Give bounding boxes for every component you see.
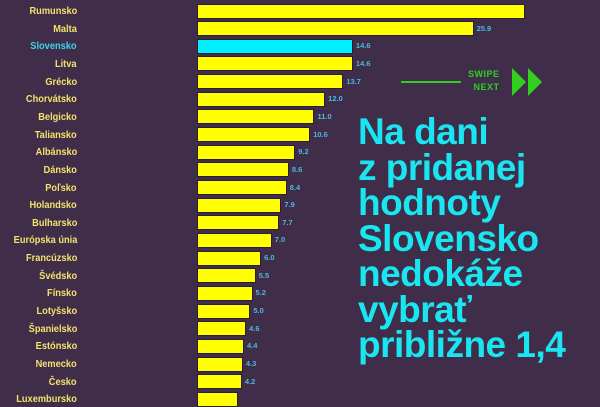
value-label: 6.0 bbox=[264, 253, 275, 263]
value-label: 9.2 bbox=[298, 147, 309, 157]
bar bbox=[197, 109, 315, 125]
bar bbox=[197, 268, 256, 284]
value-label: 14.6 bbox=[355, 41, 371, 51]
category-label: Francúzsko bbox=[25, 252, 77, 265]
value-label: 4.3 bbox=[245, 359, 257, 368]
category-label: Estónsko bbox=[35, 340, 77, 353]
value-label: 4.4 bbox=[246, 341, 258, 351]
category-label: Belgicko bbox=[38, 110, 77, 123]
category-label: Taliansko bbox=[35, 128, 77, 141]
bar bbox=[197, 162, 289, 178]
value-label: 25.9 bbox=[476, 23, 492, 33]
category-label: Dánsko bbox=[43, 163, 77, 176]
category-label: Lotyšsko bbox=[36, 305, 77, 318]
value-label: 5.0 bbox=[253, 306, 264, 316]
swipe-label: SWIPE bbox=[468, 69, 500, 79]
value-label: 7.9 bbox=[284, 200, 295, 210]
category-label: Česko bbox=[49, 375, 77, 388]
bar bbox=[197, 197, 282, 213]
bar bbox=[197, 56, 353, 72]
category-label: Európska únia bbox=[13, 234, 77, 247]
value-label: 14.6 bbox=[355, 58, 371, 68]
bar bbox=[197, 391, 238, 407]
category-label: Švédsko bbox=[38, 269, 77, 282]
category-label: Litva bbox=[55, 57, 77, 70]
bar bbox=[197, 127, 311, 143]
bar bbox=[197, 180, 287, 195]
swipe-text: SWIPE NEXT bbox=[468, 68, 500, 94]
headline: Na dani z pridanej hodnoty Slovensko ned… bbox=[358, 111, 566, 365]
category-label: Luxembursko bbox=[16, 393, 77, 406]
swipe-next-hint[interactable]: SWIPE NEXT bbox=[400, 66, 560, 100]
category-label: Fínsko bbox=[47, 287, 77, 300]
bar bbox=[197, 232, 272, 248]
category-label: Nemecko bbox=[35, 358, 77, 370]
value-label: 10.6 bbox=[313, 129, 328, 139]
bar bbox=[197, 303, 251, 319]
value-label: 5.5 bbox=[258, 270, 270, 280]
bar bbox=[197, 338, 244, 354]
category-label: Malta bbox=[53, 22, 77, 35]
bar bbox=[197, 285, 253, 301]
category-label: Grécko bbox=[45, 75, 77, 88]
bar bbox=[197, 74, 344, 90]
value-label: 11.0 bbox=[317, 111, 332, 121]
category-label: Albánsko bbox=[35, 146, 77, 159]
next-label: NEXT bbox=[473, 82, 500, 92]
bar bbox=[197, 21, 474, 37]
category-label: Španielsko bbox=[28, 322, 77, 335]
bar bbox=[197, 144, 296, 160]
category-label: Holandsko bbox=[29, 199, 77, 212]
value-label: 8.6 bbox=[291, 164, 303, 174]
swipe-line bbox=[401, 81, 461, 83]
bar bbox=[197, 250, 262, 266]
value-label: 12.0 bbox=[328, 94, 343, 104]
value-label: 8.4 bbox=[289, 182, 301, 192]
category-label: Rumunsko bbox=[29, 5, 77, 17]
value-label: 5.2 bbox=[255, 288, 266, 298]
category-label: Poľsko bbox=[45, 181, 77, 194]
value-label: 4.6 bbox=[249, 323, 260, 333]
bar bbox=[197, 38, 353, 54]
bar bbox=[197, 91, 326, 107]
value-label: 7.7 bbox=[282, 217, 293, 227]
category-label: Chorvátsko bbox=[26, 93, 77, 106]
bar bbox=[197, 3, 525, 19]
bar bbox=[197, 356, 243, 372]
double-chevron-right-icon bbox=[512, 68, 542, 96]
value-label: 13.7 bbox=[346, 76, 361, 86]
category-label: Slovensko bbox=[30, 40, 77, 53]
value-label: 7.0 bbox=[274, 235, 286, 245]
value-label: 4.2 bbox=[244, 376, 256, 386]
category-label: Bulharsko bbox=[31, 216, 77, 229]
bar bbox=[197, 321, 247, 337]
bar bbox=[197, 215, 280, 231]
bar bbox=[197, 374, 242, 390]
